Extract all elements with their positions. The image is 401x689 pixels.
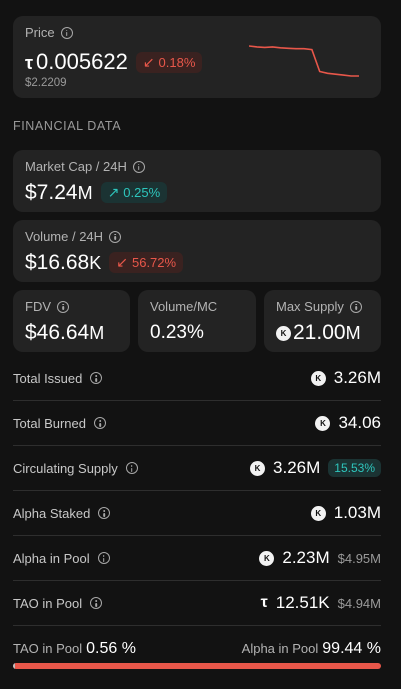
fdv-value-wrap: $46.64 M bbox=[25, 321, 104, 345]
row-label: Alpha in Pool bbox=[13, 550, 90, 566]
price-label: Price bbox=[25, 25, 55, 40]
row-label: Circulating Supply bbox=[13, 460, 118, 476]
row-circulating-supply: Circulating Supply K 3.26M 15.53% bbox=[13, 446, 381, 491]
price-change-badge: ↙ 0.18% bbox=[135, 52, 203, 73]
info-icon[interactable] bbox=[109, 230, 122, 243]
row-alpha-staked: Alpha Staked K 1.03M bbox=[13, 491, 381, 536]
info-icon[interactable] bbox=[98, 507, 111, 519]
arrow-down-left-icon: ↙ bbox=[116, 254, 128, 270]
market-cap-change-badge: ↗ 0.25% bbox=[100, 182, 168, 203]
alpha-pool-label: Alpha in Pool bbox=[241, 641, 319, 656]
volume-mc-value: 0.23% bbox=[150, 322, 204, 343]
row-total-issued: Total Issued K 3.26M bbox=[13, 356, 381, 401]
volume-mc-label: Volume/MC bbox=[150, 299, 218, 314]
circulating-percent-badge: 15.53% bbox=[328, 459, 381, 477]
row-usd-value: $4.94M bbox=[337, 595, 381, 611]
alpha-token-icon: K bbox=[315, 415, 331, 431]
row-value: 3.26M bbox=[333, 368, 381, 387]
section-title: FINANCIAL DATA bbox=[13, 119, 122, 133]
market-cap-value-wrap: $7.24 M ↗ 0.25% bbox=[25, 181, 168, 205]
alpha-pool-share: Alpha in Pool 99.44 % bbox=[242, 640, 381, 658]
max-supply-label: Max Supply bbox=[276, 299, 344, 314]
info-icon[interactable] bbox=[97, 552, 110, 564]
alpha-token-icon: K bbox=[310, 370, 326, 386]
alpha-token-icon: K bbox=[250, 460, 266, 476]
price-label-wrap: Price bbox=[25, 25, 73, 40]
row-value: 12.51K bbox=[275, 593, 330, 612]
max-supply-value-wrap: K 21.00 M bbox=[276, 321, 361, 345]
fdv-value: $46.64 bbox=[25, 321, 90, 344]
price-change: 0.18% bbox=[158, 55, 196, 70]
info-icon[interactable] bbox=[125, 462, 138, 474]
max-supply-value: 21.00 bbox=[293, 321, 346, 344]
volume-value-wrap: $16.68 K ↙ 56.72% bbox=[25, 251, 184, 275]
max-supply-card: Max Supply K 21.00 M bbox=[264, 290, 381, 352]
market-cap-unit: M bbox=[77, 183, 93, 203]
price-card: Price τ 0.005622 ↙ 0.18% $2.2209 bbox=[13, 16, 381, 98]
volume-value: $16.68 bbox=[25, 251, 90, 274]
market-cap-value: $7.24 bbox=[25, 181, 78, 204]
info-icon[interactable] bbox=[90, 372, 103, 384]
row-label: Total Issued bbox=[13, 370, 83, 386]
volume-label: Volume / 24H bbox=[25, 229, 104, 244]
row-value: 2.23M bbox=[282, 548, 330, 567]
market-cap-card: Market Cap / 24H $7.24 M ↗ 0.25% bbox=[13, 150, 381, 212]
volume-card: Volume / 24H $16.68 K ↙ 56.72% bbox=[13, 220, 381, 282]
sparkline-line bbox=[249, 45, 359, 77]
volume-mc-card: Volume/MC 0.23% bbox=[138, 290, 256, 352]
row-value: 3.26M bbox=[273, 458, 321, 477]
info-icon[interactable] bbox=[349, 300, 362, 313]
row-tao-in-pool: TAO in Pool τ 12.51K $4.94M bbox=[13, 581, 381, 626]
tao-symbol: τ bbox=[260, 594, 268, 611]
info-icon[interactable] bbox=[94, 417, 106, 429]
row-label: Total Burned bbox=[13, 415, 86, 431]
alpha-token-icon: K bbox=[276, 325, 291, 341]
row-value: 34.06 bbox=[338, 413, 381, 432]
tao-pool-fill bbox=[13, 663, 16, 669]
info-icon[interactable] bbox=[90, 597, 103, 609]
alpha-token-icon: K bbox=[259, 550, 275, 566]
price-sparkline bbox=[249, 45, 359, 77]
row-value: 1.03M bbox=[333, 503, 381, 522]
fdv-label: FDV bbox=[25, 299, 51, 314]
tao-pool-label: TAO in Pool bbox=[13, 641, 83, 656]
pool-split-bar bbox=[13, 663, 381, 669]
row-label: Alpha Staked bbox=[13, 505, 91, 521]
row-alpha-in-pool: Alpha in Pool K 2.23M $4.95M bbox=[13, 536, 381, 581]
alpha-token-icon: K bbox=[310, 505, 326, 521]
info-icon[interactable] bbox=[132, 160, 145, 173]
fdv-unit: M bbox=[89, 323, 105, 343]
tao-pool-share: TAO in Pool 0.56 % bbox=[13, 640, 136, 658]
arrow-up-right-icon: ↗ bbox=[107, 184, 120, 200]
market-cap-change: 0.25% bbox=[123, 185, 161, 200]
alpha-pool-percent: 99.44 % bbox=[322, 640, 381, 657]
info-icon[interactable] bbox=[57, 300, 69, 313]
tao-pool-percent: 0.56 % bbox=[86, 640, 136, 657]
volume-unit: K bbox=[89, 253, 102, 273]
price-value-wrap: τ 0.005622 ↙ 0.18% bbox=[25, 49, 203, 75]
row-total-burned: Total Burned K 34.06 bbox=[13, 401, 381, 446]
price-value: 0.005622 bbox=[36, 49, 128, 74]
info-icon[interactable] bbox=[60, 26, 73, 39]
max-supply-unit: M bbox=[345, 322, 361, 343]
price-usd: $2.2209 bbox=[25, 77, 67, 89]
row-usd-value: $4.95M bbox=[337, 550, 381, 566]
row-label: TAO in Pool bbox=[13, 595, 83, 611]
fdv-card: FDV $46.64 M bbox=[13, 290, 130, 352]
tao-symbol: τ bbox=[25, 53, 34, 73]
volume-change: 56.72% bbox=[131, 255, 177, 270]
volume-change-badge: ↙ 56.72% bbox=[109, 252, 184, 273]
arrow-down-left-icon: ↙ bbox=[142, 54, 155, 70]
market-cap-label: Market Cap / 24H bbox=[25, 159, 127, 174]
